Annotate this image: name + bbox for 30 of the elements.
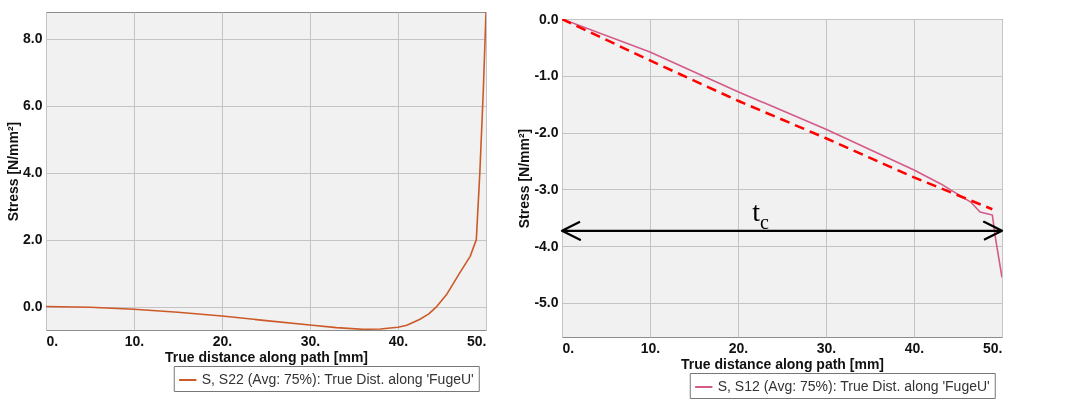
x-tick-label: 30.	[300, 332, 321, 349]
y-tick-label: 0.0	[539, 10, 559, 27]
x-axis-title: True distance along path [mm]	[680, 355, 885, 372]
x-tick-label: 0.	[46, 332, 59, 349]
y-tick-label: -2.0	[534, 124, 559, 141]
y-tick-label: 8.0	[23, 30, 43, 47]
legend-label: S, S22 (Avg: 75%): True Dist. along 'FugeU'	[201, 371, 474, 387]
line-series	[46, 12, 486, 330]
legend-label: S, S12 (Avg: 75%): True Dist. along 'FugeU'	[717, 378, 990, 394]
x-tick-label: 20.	[212, 332, 233, 349]
y-tick-label: -3.0	[534, 180, 559, 197]
x-tick-label: 0.	[562, 339, 575, 356]
y-tick-label: -5.0	[534, 294, 559, 311]
x-tick-label: 50.	[983, 339, 1003, 356]
y-tick-label: 4.0	[23, 164, 43, 181]
x-tick-label: 40.	[388, 332, 409, 349]
y-tick-label: -4.0	[534, 237, 559, 254]
y-tick-label: -1.0	[534, 67, 559, 84]
x-tick-label: 50.	[467, 332, 487, 349]
x-tick-label: 30.	[816, 339, 837, 356]
y-tick-label: 0.0	[23, 298, 43, 315]
y-axis-title: Stress [N/mm²]	[5, 121, 22, 222]
y-axis-title: Stress [N/mm²]	[516, 128, 533, 229]
x-tick-label: 40.	[904, 339, 925, 356]
x-tick-label: 10.	[640, 339, 661, 356]
x-axis-title: True distance along path [mm]	[164, 348, 369, 365]
x-tick-label: 20.	[728, 339, 749, 356]
y-tick-label: 6.0	[23, 97, 43, 114]
x-tick-label: 10.	[124, 332, 145, 349]
y-tick-label: 2.0	[23, 231, 43, 248]
